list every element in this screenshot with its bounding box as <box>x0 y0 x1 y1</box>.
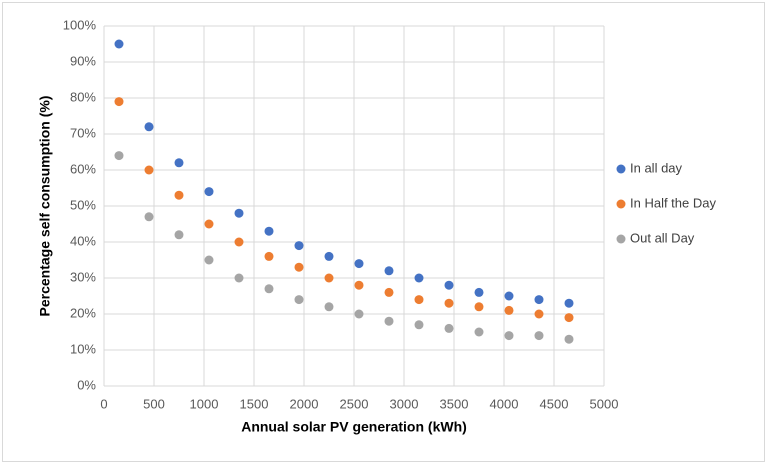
data-point <box>234 208 244 218</box>
data-point <box>234 273 244 283</box>
data-point <box>564 334 574 344</box>
data-point <box>174 158 184 168</box>
x-tick-label: 500 <box>143 396 165 411</box>
data-point <box>174 190 184 200</box>
legend-label: In Half the Day <box>630 195 716 210</box>
data-point <box>114 39 124 49</box>
data-point <box>564 313 574 323</box>
data-point <box>204 219 214 229</box>
data-point <box>294 295 304 305</box>
x-tick-label: 1500 <box>240 396 269 411</box>
data-point <box>414 320 424 330</box>
legend-label: In all day <box>630 160 683 175</box>
data-point <box>264 284 274 294</box>
x-tick-label: 2500 <box>340 396 369 411</box>
y-tick-label: 70% <box>70 125 96 140</box>
data-point <box>294 241 304 251</box>
x-tick-label: 2000 <box>290 396 319 411</box>
data-point <box>474 287 484 297</box>
legend-marker <box>616 234 626 244</box>
data-point <box>564 298 574 308</box>
y-tick-label: 20% <box>70 305 96 320</box>
data-point <box>504 305 514 315</box>
data-point <box>354 280 364 290</box>
data-point <box>414 273 424 283</box>
y-tick-label: 40% <box>70 233 96 248</box>
y-axis-title: Percentage self consumption (%) <box>37 96 53 317</box>
y-tick-label: 90% <box>70 53 96 68</box>
data-point <box>504 291 514 301</box>
y-tick-label: 80% <box>70 89 96 104</box>
data-point <box>144 122 154 132</box>
x-tick-label: 4500 <box>540 396 569 411</box>
data-point <box>204 187 214 197</box>
x-tick-label: 3500 <box>440 396 469 411</box>
data-point <box>144 165 154 175</box>
y-tick-label: 10% <box>70 341 96 356</box>
y-tick-label: 0% <box>77 377 96 392</box>
data-point <box>324 273 334 283</box>
data-point <box>474 302 484 312</box>
data-point <box>474 327 484 337</box>
data-point <box>204 255 214 265</box>
y-tick-label: 30% <box>70 269 96 284</box>
data-point <box>234 237 244 247</box>
y-tick-label: 100% <box>63 17 97 32</box>
legend-label: Out all Day <box>630 230 695 245</box>
x-axis-title: Annual solar PV generation (kWh) <box>241 419 467 435</box>
data-point <box>264 251 274 261</box>
data-point <box>534 331 544 341</box>
data-point <box>504 331 514 341</box>
data-point <box>384 316 394 326</box>
data-point <box>444 323 454 333</box>
x-tick-label: 5000 <box>590 396 619 411</box>
x-tick-label: 4000 <box>490 396 519 411</box>
data-point <box>534 309 544 319</box>
data-point <box>264 226 274 236</box>
data-point <box>444 280 454 290</box>
data-point <box>414 295 424 305</box>
data-point <box>114 97 124 107</box>
x-tick-label: 1000 <box>190 396 219 411</box>
y-tick-label: 50% <box>70 197 96 212</box>
y-tick-label: 60% <box>70 161 96 176</box>
x-tick-label: 0 <box>100 396 107 411</box>
data-point <box>354 309 364 319</box>
data-point <box>294 262 304 272</box>
data-point <box>324 302 334 312</box>
legend-marker <box>616 199 626 209</box>
data-point <box>354 259 364 269</box>
legend-marker <box>616 164 626 174</box>
data-point <box>174 230 184 240</box>
x-tick-label: 3000 <box>390 396 419 411</box>
data-point <box>114 151 124 161</box>
data-point <box>384 266 394 276</box>
data-point <box>144 212 154 222</box>
data-point <box>324 251 334 261</box>
data-point <box>534 295 544 305</box>
data-point <box>444 298 454 308</box>
data-point <box>384 287 394 297</box>
